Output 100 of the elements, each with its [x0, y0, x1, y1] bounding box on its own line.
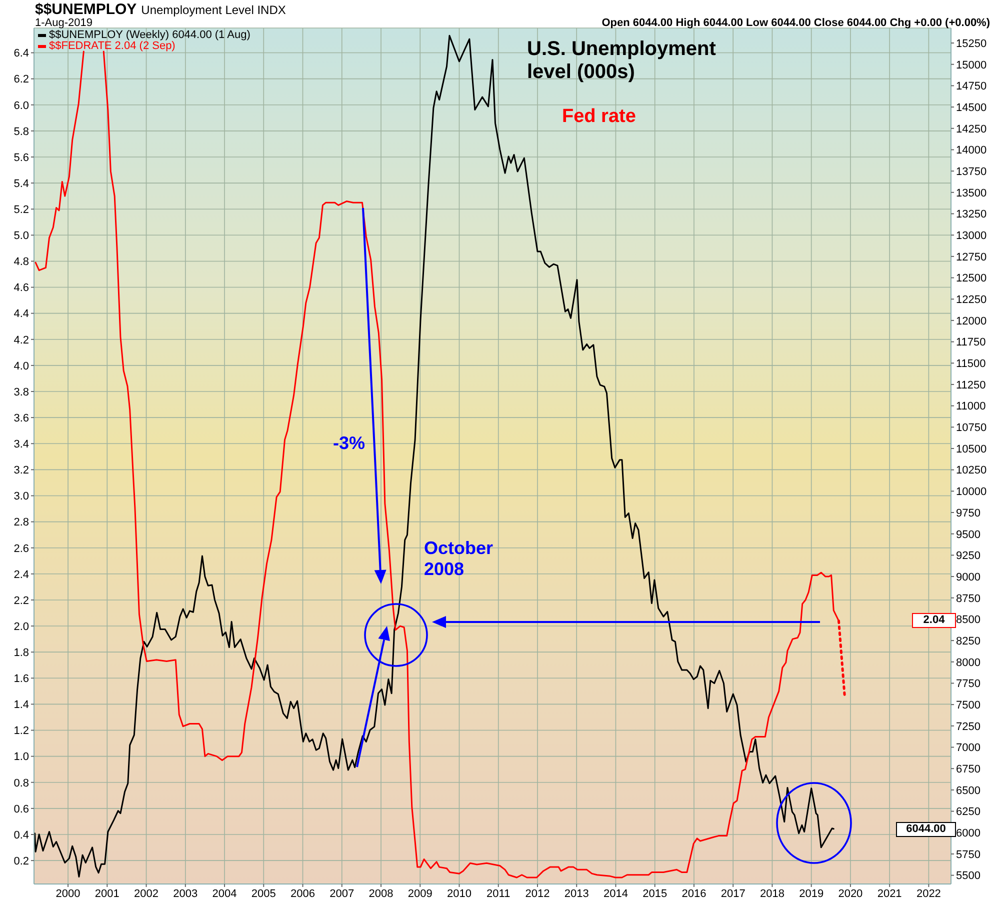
y2-tick-label: 8000 [956, 656, 980, 669]
y-tick-label: 1.6 [14, 673, 29, 686]
y2-tick-label: 5500 [956, 870, 980, 882]
y2-tick-label: 6500 [956, 784, 980, 797]
y-tick-label: 2.8 [14, 516, 29, 529]
y-tick-label: 1.8 [14, 646, 29, 659]
x-tick-label: 2008 [368, 888, 394, 900]
x-tick-label: 2003 [173, 888, 198, 900]
x-tick-label: 2018 [760, 888, 784, 900]
x-tick-label: 2015 [642, 888, 668, 900]
y-tick-label: 2.6 [14, 542, 29, 555]
y-tick-label: 4.6 [14, 282, 29, 294]
y2-tick-label: 9750 [956, 507, 980, 520]
y-tick-label: 1.2 [14, 725, 29, 738]
y-tick-label: 0.4 [14, 829, 29, 842]
annotation: October 2008 [424, 538, 494, 580]
y2-tick-label: 6750 [956, 763, 980, 776]
y-tick-label: 4.8 [14, 256, 29, 268]
x-tick-label: 2004 [212, 888, 237, 900]
y2-tick-label: 11250 [956, 379, 986, 392]
y2-tick-label: 13250 [956, 208, 987, 221]
y2-tick-label: 11500 [956, 358, 986, 370]
y-tick-label: 0.8 [14, 777, 29, 790]
y2-tick-label: 11750 [956, 336, 986, 349]
y2-tick-label: 7500 [956, 699, 980, 712]
annotation: 6044.00 [896, 822, 956, 837]
annotation: 1-Aug-2019 [35, 17, 94, 30]
y2-tick-label: 6250 [956, 806, 980, 818]
y-tick-label: 3.0 [14, 490, 29, 503]
y2-tick-label: 14500 [956, 102, 987, 114]
x-tick-label: 2002 [134, 888, 159, 900]
x-tick-label: 2020 [838, 888, 863, 900]
y2-tick-label: 7750 [956, 678, 980, 690]
y-tick-label: 0.2 [14, 855, 29, 868]
y2-tick-label: 10000 [956, 486, 987, 498]
y-tick-label: 5.4 [14, 178, 29, 190]
y-tick-label: 2.4 [14, 568, 29, 581]
y-tick-label: 5.2 [14, 204, 29, 216]
y-tick-label: 1.0 [14, 751, 29, 764]
y2-tick-label: 13000 [956, 230, 987, 242]
x-tick-label: 2009 [408, 888, 432, 900]
y-tick-label: 4.4 [14, 308, 29, 320]
y-tick-label: 5.6 [14, 152, 29, 164]
y-tick-label: 1.4 [14, 699, 29, 712]
y2-tick-label: 7250 [956, 720, 980, 733]
y2-tick-label: 11000 [956, 400, 986, 413]
x-tick-label: 2014 [603, 888, 628, 900]
x-tick-label: 2005 [251, 888, 276, 900]
annotation: Fed rate [562, 106, 637, 128]
y-tick-label: 3.4 [14, 438, 29, 451]
y-tick-label: 2.0 [14, 620, 29, 633]
x-tick-label: 2001 [94, 888, 120, 900]
y2-tick-label: 12500 [956, 272, 987, 285]
y2-tick-label: 8250 [956, 635, 980, 648]
chart-subtitle: Unemployment Level INDX [141, 3, 286, 17]
y-tick-label: 5.8 [14, 126, 29, 138]
annotation: 2.04 [912, 613, 956, 628]
y2-tick-label: 10250 [956, 464, 987, 477]
y-tick-label: 3.8 [14, 386, 29, 398]
y2-tick-label: 13500 [956, 187, 987, 200]
y2-tick-label: 14000 [956, 144, 987, 157]
y-tick-label: 3.6 [14, 412, 29, 424]
annotation: Open 6044.00 High 6044.00 Low 6044.00 Close 6044.00 Chg +0.00 (+0.00%) [600, 17, 990, 30]
y2-tick-label: 8500 [956, 614, 980, 626]
y2-tick-label: 9500 [956, 528, 980, 541]
y2-tick-label: 15250 [956, 38, 987, 50]
x-tick-label: 2022 [916, 888, 941, 900]
x-tick-label: 2016 [682, 888, 706, 900]
y-tick-label: 3.2 [14, 464, 29, 477]
y2-tick-label: 10750 [956, 422, 987, 434]
chart-title: $$UNEMPLOY [35, 1, 137, 18]
y2-tick-label: 12250 [956, 294, 987, 306]
x-tick-label: 2021 [877, 888, 902, 900]
y-tick-label: 4.0 [14, 360, 29, 372]
legend-label: $$FEDRATE 2.04 (2 Sep) [49, 40, 176, 52]
y2-tick-label: 7000 [956, 742, 980, 754]
y-tick-label: 2.2 [14, 594, 29, 607]
x-tick-label: 2013 [564, 888, 589, 900]
y2-tick-label: 9250 [956, 550, 980, 562]
y-tick-label: 6.2 [14, 74, 29, 86]
y2-tick-label: 6000 [956, 828, 980, 840]
y2-tick-label: 8750 [956, 592, 980, 605]
y2-tick-label: 5750 [956, 848, 980, 861]
y2-tick-label: 12000 [956, 315, 987, 328]
x-tick-label: 2010 [447, 888, 472, 900]
x-tick-label: 2011 [486, 888, 510, 900]
y2-tick-label: 10500 [956, 443, 987, 456]
x-tick-label: 2007 [330, 888, 354, 900]
y2-tick-label: 9000 [956, 571, 980, 584]
y-tick-label: 5.0 [14, 230, 29, 242]
y-tick-label: 6.4 [14, 48, 29, 60]
annotation: -3% [333, 433, 366, 454]
x-tick-label: 2006 [290, 888, 316, 900]
y-tick-label: 0.6 [14, 803, 29, 816]
y-tick-label: 6.0 [14, 100, 29, 112]
x-tick-label: 2012 [525, 888, 550, 900]
x-tick-label: 2019 [799, 888, 824, 900]
y2-tick-label: 15000 [956, 59, 987, 72]
legend-label: $$UNEMPLOY (Weekly) 6044.00 (1 Aug) [49, 29, 250, 41]
y2-tick-label: 14250 [956, 123, 987, 136]
